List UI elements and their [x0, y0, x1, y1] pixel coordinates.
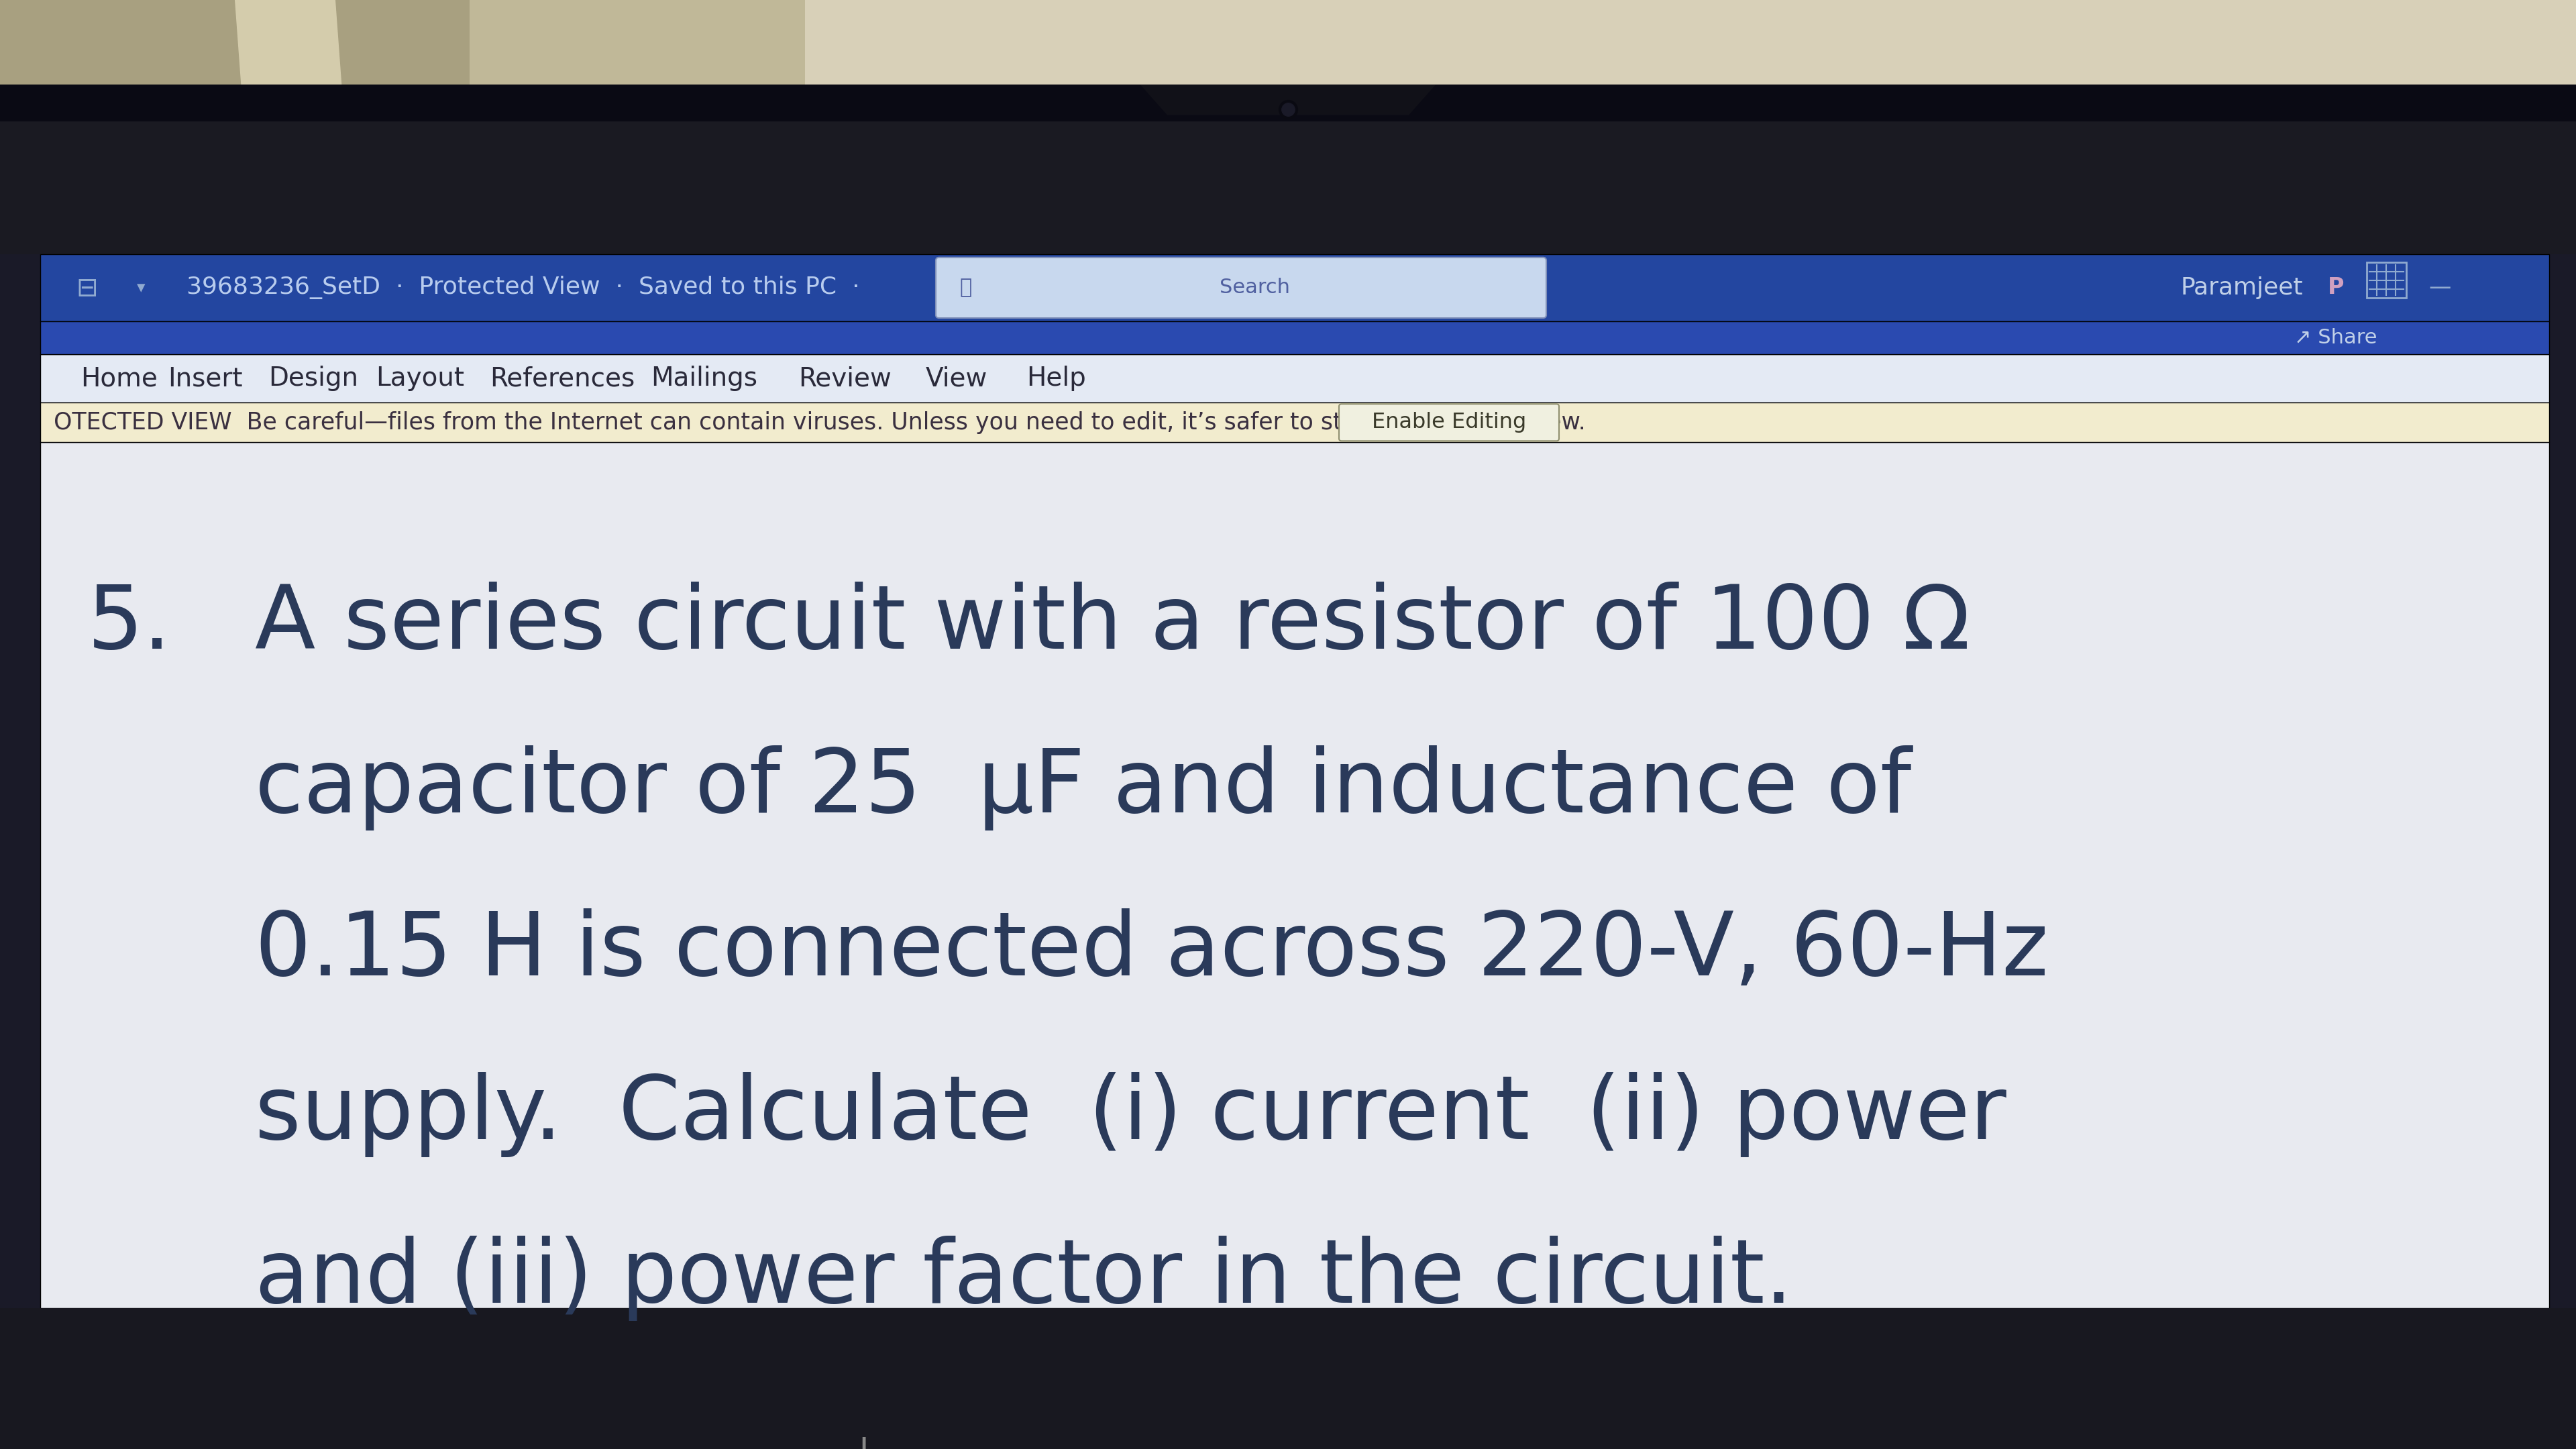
Polygon shape — [0, 85, 2576, 122]
Polygon shape — [0, 255, 41, 1308]
Text: Layout: Layout — [376, 365, 464, 391]
Text: Review: Review — [799, 365, 891, 391]
Text: ↗ Share: ↗ Share — [2295, 327, 2378, 348]
Text: OTECTED VIEW  Be careful—files from the Internet can contain viruses. Unless you: OTECTED VIEW Be careful—files from the I… — [54, 412, 1587, 433]
FancyBboxPatch shape — [41, 355, 2550, 403]
Text: Search: Search — [1218, 278, 1291, 297]
Text: 39683236_SetD  ·  Protected View  ·  Saved to this PC  ·: 39683236_SetD · Protected View · Saved t… — [185, 275, 860, 300]
Text: supply.  Calculate  (i) current  (ii) power: supply. Calculate (i) current (ii) power — [255, 1072, 2007, 1158]
Text: capacitor of 25  μF and inductance of: capacitor of 25 μF and inductance of — [255, 745, 1911, 830]
Polygon shape — [0, 0, 2576, 1308]
Text: ⊟: ⊟ — [77, 275, 98, 300]
Polygon shape — [234, 0, 348, 181]
Text: —: — — [2429, 277, 2450, 298]
Text: I: I — [858, 1436, 868, 1449]
Polygon shape — [0, 0, 469, 255]
Text: A series circuit with a resistor of 100 Ω: A series circuit with a resistor of 100 … — [255, 581, 1971, 667]
Text: References: References — [489, 365, 634, 391]
Text: Mailings: Mailings — [652, 365, 757, 391]
FancyBboxPatch shape — [41, 403, 2550, 442]
Polygon shape — [0, 109, 2576, 255]
Text: ▾: ▾ — [137, 280, 144, 296]
FancyBboxPatch shape — [41, 322, 2550, 355]
Text: 0.15 H is connected across 220-V, 60-Hz: 0.15 H is connected across 220-V, 60-Hz — [255, 909, 2048, 994]
Polygon shape — [1141, 85, 1435, 114]
Text: P: P — [2329, 277, 2344, 298]
Polygon shape — [804, 0, 2576, 181]
Text: Paramjeet: Paramjeet — [2179, 277, 2303, 298]
Text: Help: Help — [1025, 365, 1087, 391]
FancyBboxPatch shape — [41, 442, 2550, 1308]
Polygon shape — [2550, 255, 2576, 1308]
Text: and (iii) power factor in the circuit.: and (iii) power factor in the circuit. — [255, 1236, 1793, 1321]
Text: View: View — [925, 365, 987, 391]
FancyBboxPatch shape — [935, 258, 1546, 317]
FancyBboxPatch shape — [41, 255, 2550, 322]
Text: Design: Design — [268, 365, 358, 391]
Text: 🔍: 🔍 — [958, 278, 971, 297]
Text: Home: Home — [80, 365, 157, 391]
FancyBboxPatch shape — [1340, 404, 1558, 440]
Text: 5.: 5. — [88, 581, 173, 667]
Text: Enable Editing: Enable Editing — [1373, 412, 1525, 433]
Text: Insert: Insert — [167, 365, 242, 391]
